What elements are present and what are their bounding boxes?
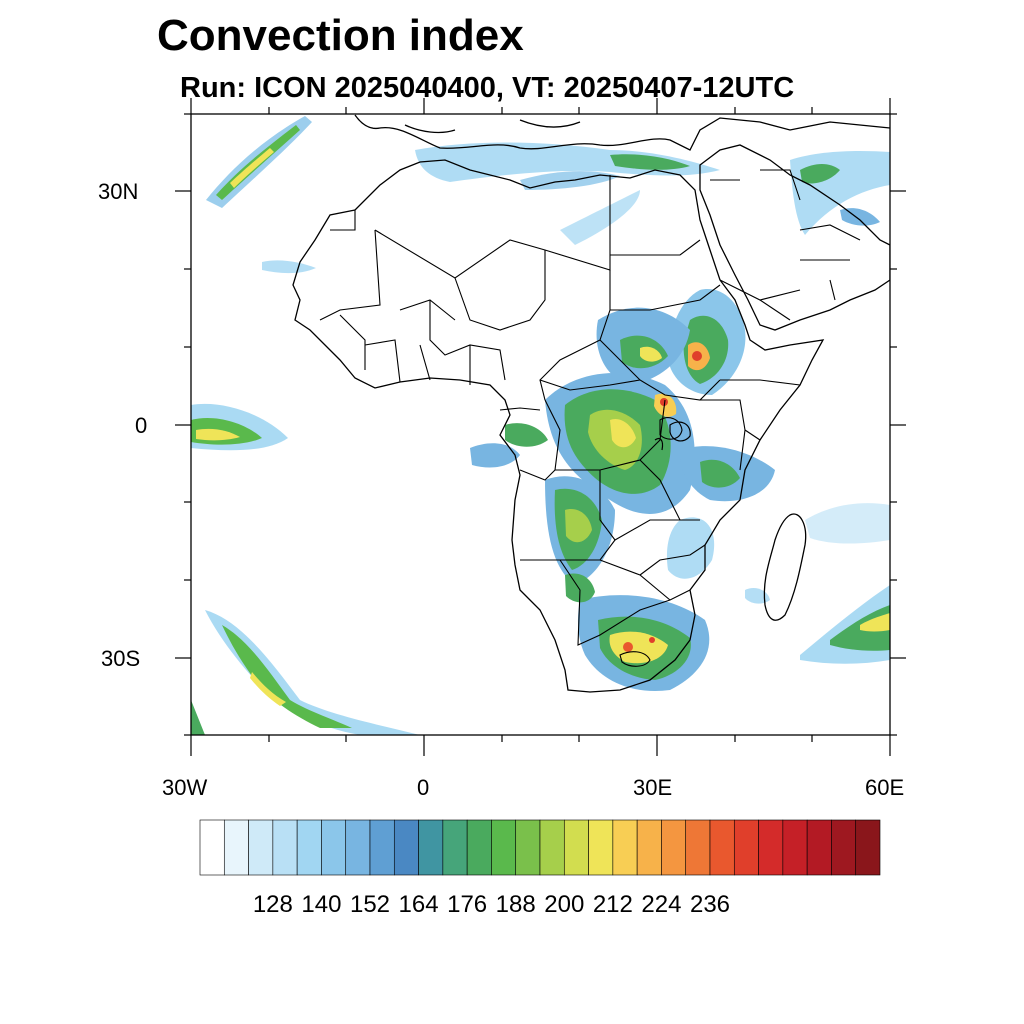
lon-label-30w: 30W xyxy=(162,775,208,800)
convection-field xyxy=(191,116,890,735)
chart-title: Convection index xyxy=(157,11,524,60)
africa-coastline xyxy=(292,159,825,693)
field-sw-band xyxy=(205,610,420,735)
lon-label-30e: 30E xyxy=(633,775,673,800)
lat-label-0: 0 xyxy=(135,413,148,438)
country-borders xyxy=(319,169,861,667)
field-gabon xyxy=(470,443,520,468)
lat-label-30s: 30S xyxy=(101,646,141,671)
lon-label-0: 0 xyxy=(417,775,430,800)
chart-subtitle: Run: ICON 2025040400, VT: 20250407-12UTC xyxy=(180,72,795,104)
field-med xyxy=(415,142,720,182)
lakes xyxy=(654,421,691,451)
lat-label-30n: 30N xyxy=(98,179,139,204)
europe-coast xyxy=(354,114,890,151)
field-mozambique xyxy=(666,517,715,579)
madagascar xyxy=(763,513,807,621)
lon-label-60e: 60E xyxy=(865,775,905,800)
map-frame xyxy=(190,113,891,736)
axis-ticks xyxy=(175,98,906,756)
